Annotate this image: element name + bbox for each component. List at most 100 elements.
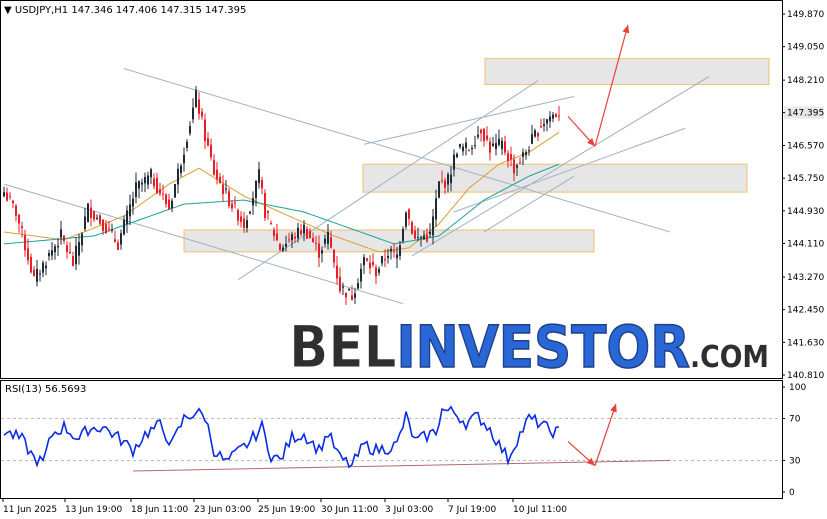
zones-layer [183, 58, 770, 253]
candle-body [426, 234, 428, 242]
candle-body [264, 193, 266, 219]
rsi-arrow [594, 403, 617, 466]
candle-body [507, 153, 509, 162]
candle-body [333, 249, 335, 263]
candle-body [471, 147, 473, 150]
candle-body [72, 256, 74, 266]
candle-body [240, 216, 242, 222]
candle-body [339, 276, 341, 292]
candle-body [330, 237, 332, 248]
price-tick-label: 144.930 [787, 207, 824, 217]
candle-body [273, 229, 275, 236]
time-tick-label: 7 Jul 19:00 [448, 505, 497, 515]
price-tick-label: 147.395 [787, 109, 824, 119]
moving-averages-layer [3, 131, 560, 253]
candle-body [87, 203, 89, 222]
candle-body [300, 230, 302, 235]
rsi-arrow-head [586, 457, 595, 466]
candle-body [501, 140, 503, 150]
candle-body [69, 251, 71, 254]
candle-body [495, 143, 497, 150]
candle-body [114, 239, 116, 242]
candle-body [390, 248, 392, 252]
rsi-tick-label: 70 [789, 415, 801, 425]
time-tick-label: 18 Jun 11:00 [131, 505, 188, 515]
candle-body [486, 135, 488, 140]
header-close: 147.395 [205, 5, 246, 16]
candle-body [531, 134, 533, 144]
candle-body [249, 211, 251, 214]
candle-body [111, 229, 113, 231]
candle-body [558, 115, 560, 117]
candle-body [348, 288, 350, 291]
price-tick-label: 140.810 [787, 371, 824, 381]
candle-body [279, 244, 281, 250]
main-chart-frame [0, 0, 783, 379]
candle-body [96, 217, 98, 219]
candle-body [291, 234, 293, 241]
candle-body [381, 255, 383, 264]
support-resistance-zone [183, 229, 595, 253]
watermark-part2: INVESTOR [396, 313, 690, 381]
candle-body [135, 182, 137, 198]
candle-body [222, 184, 224, 194]
candle-body [276, 233, 278, 241]
channel-line [363, 95, 575, 145]
candle-body [186, 141, 188, 148]
candle-body [231, 203, 233, 209]
candle-body [198, 99, 200, 114]
candle-body [324, 238, 326, 244]
candle-body [378, 269, 380, 273]
candle-body [123, 219, 125, 235]
header-low: 147.315 [160, 5, 201, 16]
candle-body [21, 226, 23, 229]
candle-body [360, 268, 362, 282]
candle-body [447, 174, 449, 185]
candle-body [24, 235, 26, 251]
candle-body [321, 250, 323, 254]
candle-body [498, 138, 500, 145]
candle-body [414, 230, 416, 239]
candle-body [33, 269, 35, 276]
watermark-part3: .COM [690, 340, 769, 375]
candle-body [228, 191, 230, 206]
candle-body [18, 214, 20, 224]
candle-body [384, 259, 386, 261]
candle-body [546, 119, 548, 124]
candle-body [27, 248, 29, 261]
candle-body [51, 250, 53, 256]
candle-body [513, 159, 515, 174]
candle-body [213, 159, 215, 175]
rsi-line-layer [3, 405, 560, 469]
candle-body [528, 150, 530, 152]
candle-body [258, 169, 260, 183]
candle-body [444, 180, 446, 188]
candle-body [201, 111, 203, 117]
candle-body [93, 211, 95, 220]
candle-body [75, 245, 77, 265]
price-tick-label: 143.270 [787, 273, 824, 283]
candle-body [78, 241, 80, 256]
candle-body [6, 192, 8, 201]
rsi-trendline [132, 460, 671, 472]
candle-body [516, 165, 518, 168]
candle-body [375, 267, 377, 277]
candle-body [165, 194, 167, 205]
candle-body [489, 141, 491, 153]
forecast-arrow-head [622, 24, 630, 34]
rsi-levels [1, 418, 782, 461]
channel-line [123, 68, 671, 233]
rsi-arrows-layer [567, 403, 617, 467]
header-symbol: USDJPY,H1 [15, 5, 68, 16]
candle-body [150, 169, 152, 178]
forecast-arrow [594, 24, 629, 147]
candle-body [402, 228, 404, 242]
candle-body [525, 152, 527, 156]
candle-body [210, 144, 212, 158]
header-open: 147.346 [71, 5, 112, 16]
rsi-trend-line [132, 460, 671, 472]
candle-body [156, 177, 158, 194]
candle-body [54, 246, 56, 253]
candle-body [522, 152, 524, 157]
